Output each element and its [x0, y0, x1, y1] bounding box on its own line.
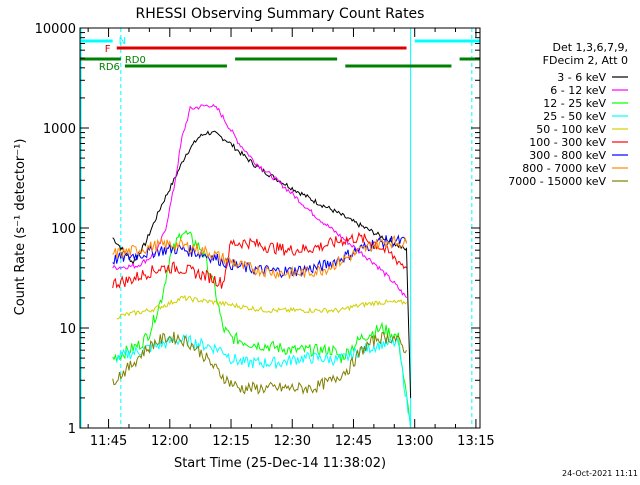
footer-timestamp: 24-Oct-2021 11:11	[562, 469, 638, 478]
y-tick-label-5: 10000	[35, 22, 76, 37]
x-tick-label-7: 13:15	[457, 434, 494, 449]
legend-label-5: 50 - 100 keV	[536, 123, 606, 136]
x-tick-label-1: 11:45	[90, 434, 127, 449]
legend-label-2: 6 - 12 keV	[550, 84, 606, 97]
chart-title: RHESSI Observing Summary Count Rates	[136, 6, 425, 22]
legend-label-3: 12 - 25 keV	[543, 97, 606, 110]
series-line-2	[112, 103, 407, 299]
x-tick-label-3: 12:15	[212, 434, 249, 449]
x-axis-label: Start Time (25-Dec-14 11:38:02)	[174, 456, 386, 471]
y-tick-label-4: 1000	[43, 122, 76, 137]
legend-header-line-2: FDecim 2, Att 0	[543, 54, 628, 67]
legend-label-6: 100 - 300 keV	[529, 136, 606, 149]
legend-label-7: 300 - 800 keV	[529, 149, 606, 162]
x-tick-label-4: 12:30	[274, 434, 311, 449]
x-tick-label-6: 13:00	[396, 434, 433, 449]
y-tick-label-3: 100	[51, 222, 76, 237]
plot-layer: NF RD0 RD6	[80, 28, 480, 428]
plot-frame	[79, 27, 481, 429]
x-tick-label-2: 12:00	[151, 434, 188, 449]
legend-label-4: 25 - 50 keV	[543, 110, 606, 123]
legend-label-9: 7000 - 15000 keV	[508, 175, 606, 188]
y-tick-label-2: 10	[59, 322, 76, 337]
series-line-6	[112, 231, 407, 289]
y-tick-label-1: 1	[68, 422, 76, 437]
state-label-rd0: RD0	[125, 55, 146, 66]
legend-label-8: 800 - 7000 keV	[522, 162, 606, 175]
x-tick-label-5: 12:45	[335, 434, 372, 449]
state-label-n: N	[119, 36, 126, 47]
legend-header-line-1: Det 1,3,6,7,9,	[552, 41, 628, 54]
y-axis-label: Count Rate (s⁻¹ detector⁻¹)	[13, 139, 28, 316]
axis-layer: 1 10 100 1000 10000 11:45 12:00 12:15 12:30 12:45…	[35, 22, 495, 449]
series-line-9	[112, 331, 407, 395]
series-line-3	[112, 229, 412, 428]
data-group: NF RD0 RD6	[80, 28, 480, 428]
state-label-f: F	[105, 44, 111, 55]
legend-label-1: 3 - 6 keV	[557, 71, 606, 84]
series-line-8	[112, 235, 407, 280]
series-line-5	[116, 294, 407, 320]
series-line-1	[112, 130, 412, 398]
state-label-rd6: RD6	[99, 62, 120, 73]
